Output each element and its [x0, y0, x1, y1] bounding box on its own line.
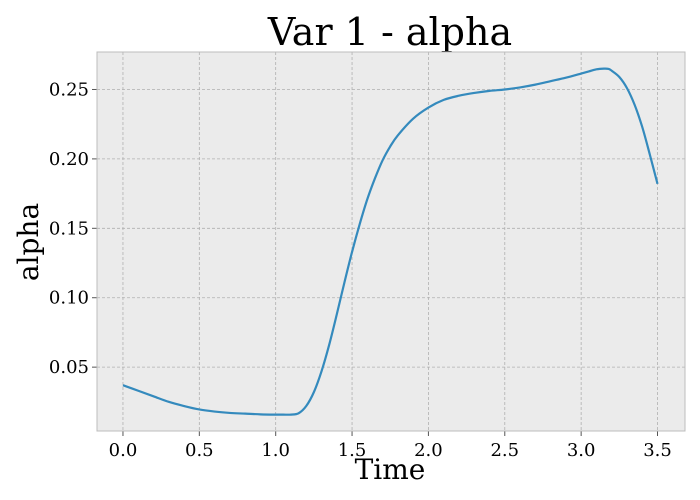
- x-tick-label: 3.0: [567, 440, 596, 461]
- grid-lines: [97, 52, 685, 431]
- series-layer: [122, 67, 659, 416]
- y-tick-label: 0.15: [49, 218, 89, 239]
- x-tick-label: 1.5: [338, 440, 367, 461]
- y-tick-label: 0.25: [49, 79, 89, 100]
- plot-frame: [96, 51, 686, 432]
- x-tick-label: 2.0: [414, 440, 443, 461]
- x-tick-label: 2.5: [490, 440, 519, 461]
- series-line: [122, 67, 659, 416]
- plot-area: [97, 52, 685, 431]
- x-axis-label: Time: [355, 453, 426, 486]
- y-axis-label: alpha: [12, 203, 45, 281]
- x-tick-label: 1.0: [261, 440, 290, 461]
- axis-ticks: 0.0 0.5 1.0 1.5 2.0 2.5 3.0 3.5 0.05 0.10 0.15 0.20…: [49, 79, 672, 461]
- y-tick-label: 0.20: [49, 149, 89, 170]
- x-tick-label: 0.0: [109, 440, 138, 461]
- y-tick-label: 0.10: [49, 288, 89, 309]
- x-tick-label: 3.5: [643, 440, 672, 461]
- chart-title: Var 1 - alpha: [267, 10, 512, 54]
- x-tick-label: 0.5: [185, 440, 214, 461]
- y-tick-label: 0.05: [49, 357, 89, 378]
